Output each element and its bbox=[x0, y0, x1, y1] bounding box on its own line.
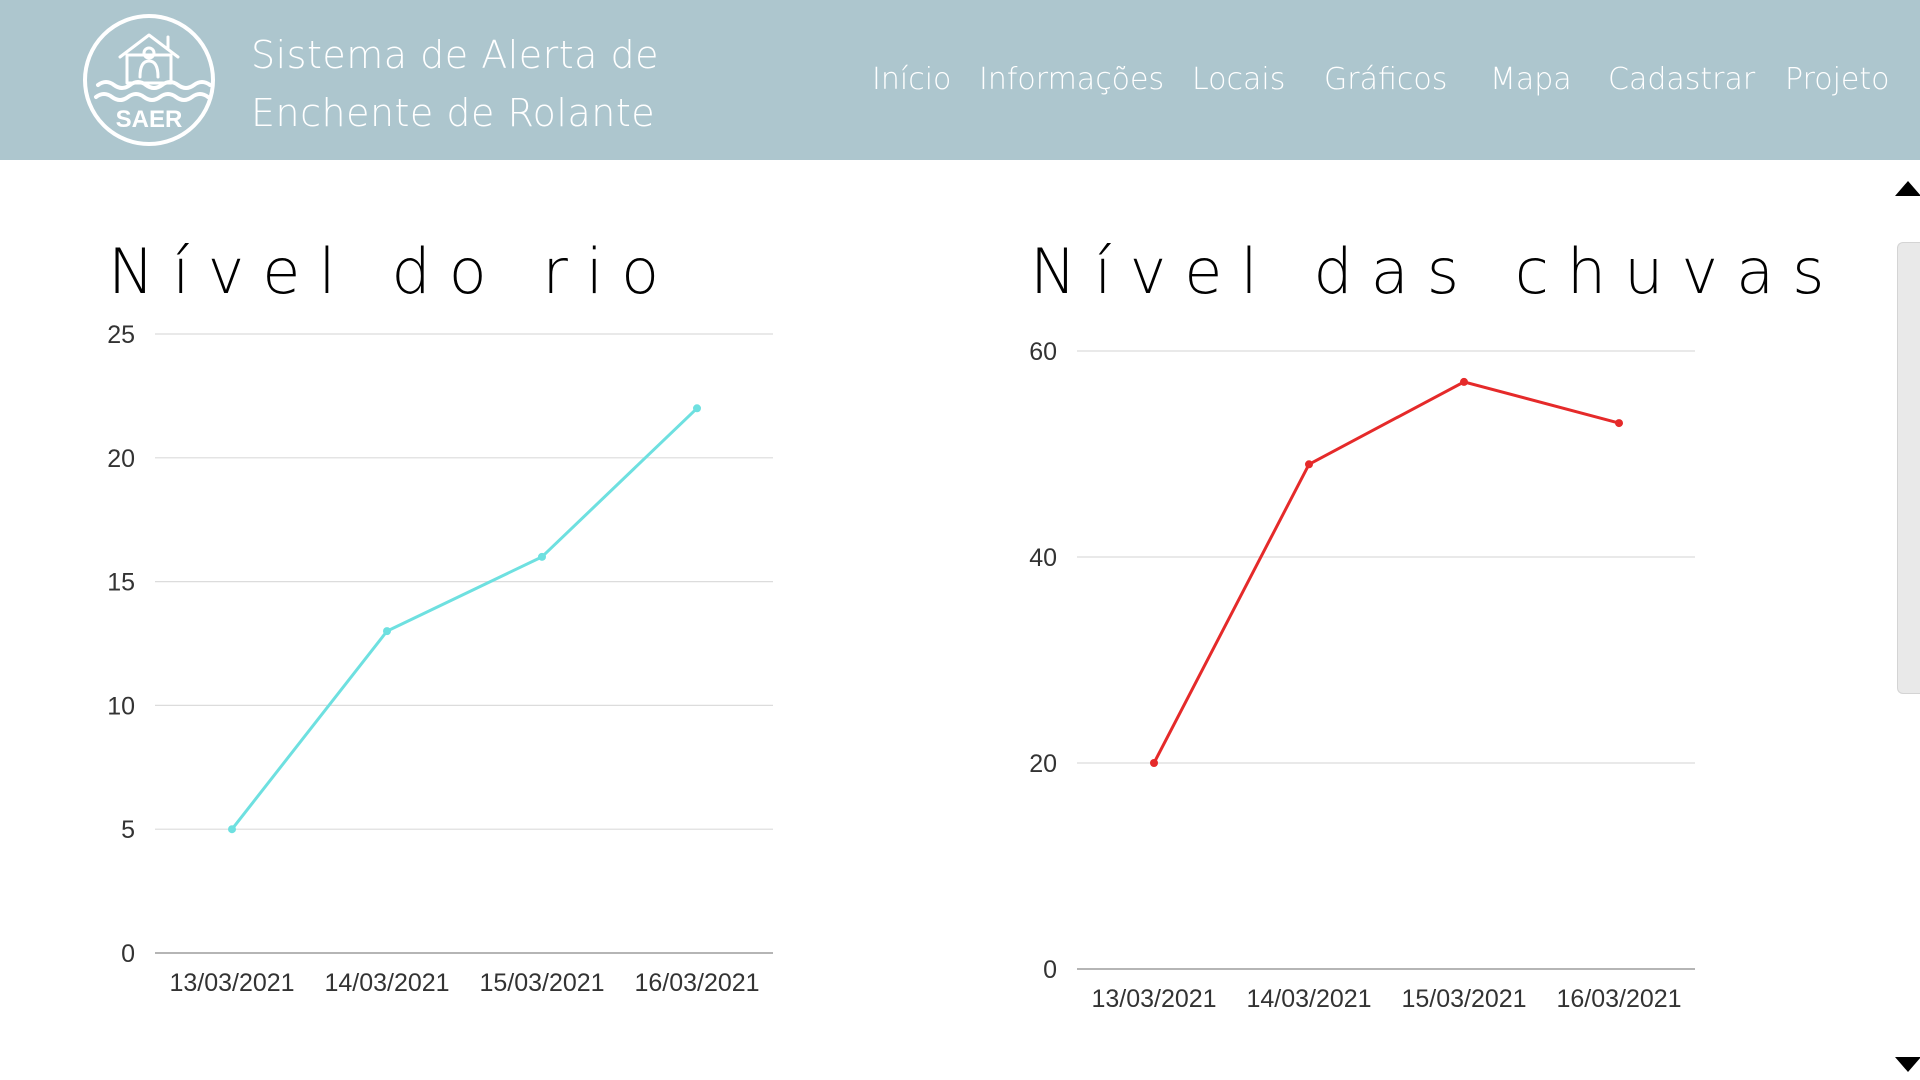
chart1-data-point[interactable] bbox=[228, 825, 236, 834]
chart1-x-tick-label: 14/03/2021 bbox=[324, 969, 449, 997]
scroll-up-arrow-icon[interactable] bbox=[1895, 181, 1920, 196]
chart1-x-tick-label: 13/03/2021 bbox=[169, 969, 294, 997]
saer-logo[interactable]: SAER bbox=[82, 13, 216, 147]
nav-item-projeto[interactable]: Projeto bbox=[1785, 62, 1890, 97]
chart2-x-tick-label: 15/03/2021 bbox=[1401, 985, 1526, 1013]
scroll-down-arrow-icon[interactable] bbox=[1895, 1057, 1920, 1072]
site-title[interactable]: Sistema de Alerta de Enchente de Rolante bbox=[251, 26, 659, 142]
chart1-data-point[interactable] bbox=[693, 404, 701, 413]
chart2-data-point[interactable] bbox=[1615, 419, 1623, 428]
chart1-series-line bbox=[230, 407, 699, 831]
chart2-series-line bbox=[1152, 380, 1620, 764]
chart1-data-point[interactable] bbox=[538, 552, 546, 561]
chart2-data-point[interactable] bbox=[1305, 460, 1313, 469]
chart2-y-tick-label: 40 bbox=[1029, 544, 1057, 572]
chart2-x-tick-label: 16/03/2021 bbox=[1556, 985, 1681, 1013]
site-title-line1: Sistema de Alerta de bbox=[251, 33, 660, 77]
chart2-data-point[interactable] bbox=[1150, 759, 1158, 767]
chart1-y-tick-label: 10 bbox=[107, 692, 135, 720]
chart2-y-tick-label: 0 bbox=[1043, 956, 1057, 984]
site-title-line2: Enchente de Rolante bbox=[251, 91, 656, 135]
chart1-x-tick-label: 15/03/2021 bbox=[479, 969, 604, 997]
site-header: SAER Sistema de Alerta de Enchente de Ro… bbox=[0, 0, 1920, 160]
chart1-y-tick-label: 15 bbox=[107, 569, 135, 597]
chart2-data-point[interactable] bbox=[1460, 377, 1468, 386]
river-level-chart: 0 5 10 15 20 25 13/03/2021 14/03/2021 15/03/2021… bbox=[107, 321, 773, 997]
nav-item-locais[interactable]: Locais bbox=[1192, 62, 1286, 97]
scrollbar-thumb[interactable] bbox=[1897, 242, 1920, 694]
nav-item-mapa[interactable]: Mapa bbox=[1490, 62, 1572, 97]
river-chart-heading: Nível do rio bbox=[108, 235, 678, 308]
chart2-x-tick-label: 14/03/2021 bbox=[1246, 985, 1371, 1013]
chart2-y-tick-label: 60 bbox=[1029, 338, 1057, 366]
chart1-data-point[interactable] bbox=[383, 627, 391, 636]
nav-item-cadastrar[interactable]: Cadastrar bbox=[1608, 62, 1756, 97]
logo-text: SAER bbox=[116, 106, 183, 133]
nav-item-graficos[interactable]: Gráficos bbox=[1324, 62, 1448, 97]
chart2-y-tick-label: 20 bbox=[1029, 750, 1057, 778]
chart1-y-tick-label: 20 bbox=[107, 445, 135, 473]
chart1-y-tick-label: 0 bbox=[121, 940, 135, 968]
chart1-x-tick-label: 16/03/2021 bbox=[634, 969, 759, 997]
nav-item-inicio[interactable]: Início bbox=[872, 62, 952, 97]
chart1-y-tick-label: 5 bbox=[121, 816, 135, 844]
rain-chart-heading: Nível das chuvas bbox=[1030, 235, 1843, 308]
chart2-x-tick-label: 13/03/2021 bbox=[1091, 985, 1216, 1013]
chart1-y-tick-label: 25 bbox=[107, 321, 135, 349]
nav-item-informacoes[interactable]: Informações bbox=[979, 62, 1165, 97]
